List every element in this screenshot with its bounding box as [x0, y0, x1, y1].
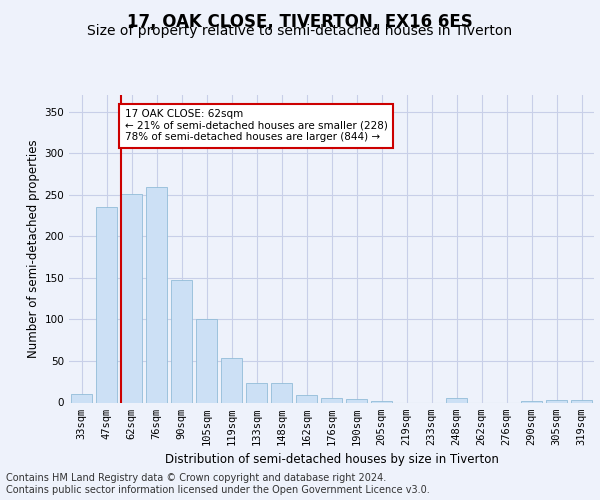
Bar: [96, 207, 117, 402]
Bar: [446, 398, 467, 402]
Bar: [321, 398, 342, 402]
Bar: [371, 401, 392, 402]
Text: Size of property relative to semi-detached houses in Tiverton: Size of property relative to semi-detach…: [88, 24, 512, 38]
Bar: [296, 395, 317, 402]
Text: 17, OAK CLOSE, TIVERTON, EX16 6ES: 17, OAK CLOSE, TIVERTON, EX16 6ES: [127, 12, 473, 30]
Bar: [196, 318, 217, 402]
Text: Contains HM Land Registry data © Crown copyright and database right 2024.
Contai: Contains HM Land Registry data © Crown c…: [6, 474, 430, 495]
Bar: [521, 401, 542, 402]
Bar: [571, 400, 592, 402]
X-axis label: Distribution of semi-detached houses by size in Tiverton: Distribution of semi-detached houses by …: [164, 453, 499, 466]
Bar: [146, 187, 167, 402]
Bar: [221, 358, 242, 403]
Bar: [171, 280, 192, 402]
Bar: [71, 394, 92, 402]
Y-axis label: Number of semi-detached properties: Number of semi-detached properties: [27, 140, 40, 358]
Bar: [121, 194, 142, 402]
Bar: [246, 384, 267, 402]
Text: 17 OAK CLOSE: 62sqm
← 21% of semi-detached houses are smaller (228)
78% of semi-: 17 OAK CLOSE: 62sqm ← 21% of semi-detach…: [125, 109, 388, 142]
Bar: [346, 399, 367, 402]
Bar: [546, 400, 567, 402]
Bar: [271, 384, 292, 402]
